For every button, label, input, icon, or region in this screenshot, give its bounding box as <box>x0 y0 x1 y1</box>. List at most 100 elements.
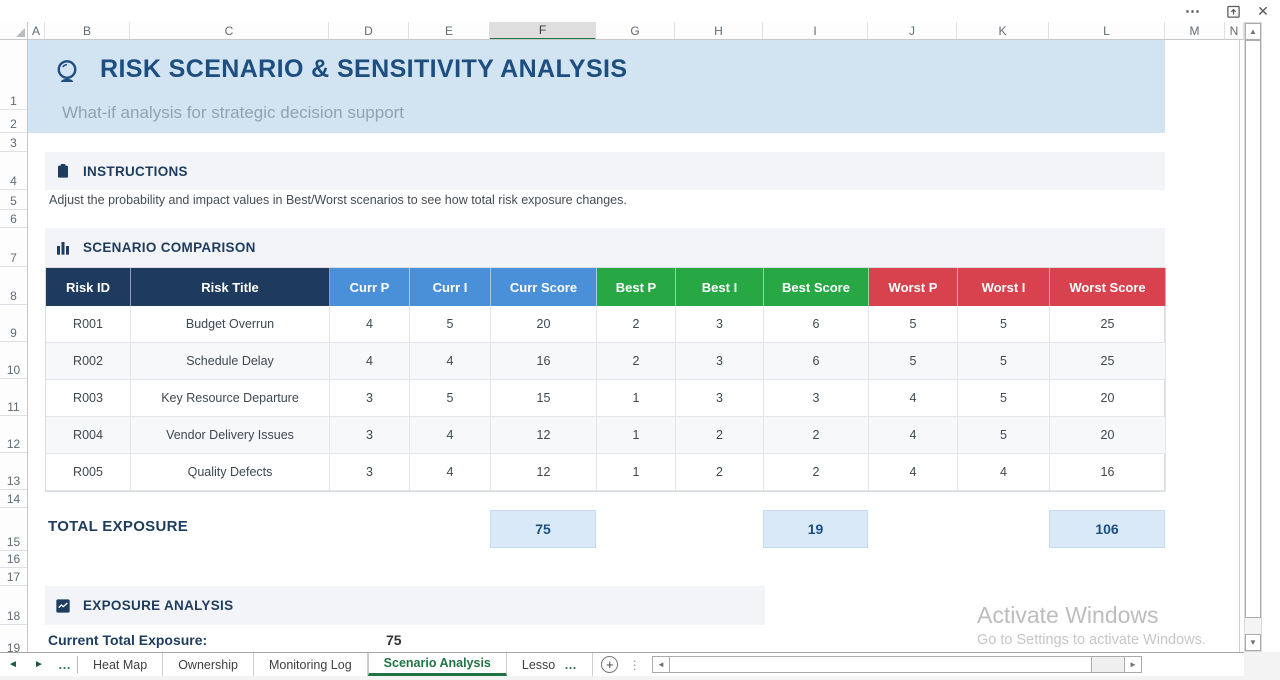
table-cell[interactable]: 4 <box>330 343 410 380</box>
tab-next-icon[interactable]: ► <box>34 659 44 670</box>
table-cell[interactable]: 5 <box>410 306 491 343</box>
table-cell[interactable]: 2 <box>676 417 764 454</box>
table-cell[interactable]: Budget Overrun <box>131 306 330 343</box>
row-header-14[interactable]: 14 <box>0 490 27 508</box>
column-header-E[interactable]: E <box>409 22 490 39</box>
table-cell[interactable]: 2 <box>764 417 869 454</box>
table-cell[interactable]: 2 <box>597 343 676 380</box>
table-cell[interactable]: 3 <box>330 454 410 491</box>
column-header-L[interactable]: L <box>1049 22 1165 39</box>
scroll-down-icon[interactable]: ▼ <box>1245 634 1261 651</box>
table-cell[interactable]: 4 <box>869 417 958 454</box>
table-cell[interactable]: 6 <box>764 343 869 380</box>
table-cell[interactable]: 4 <box>410 454 491 491</box>
table-cell[interactable]: 16 <box>491 343 597 380</box>
tab-overflow-right-icon[interactable]: … <box>564 657 577 672</box>
table-cell[interactable]: 4 <box>958 454 1050 491</box>
table-cell[interactable]: 4 <box>410 343 491 380</box>
table-cell[interactable]: 5 <box>869 343 958 380</box>
table-cell[interactable]: 6 <box>764 306 869 343</box>
table-cell[interactable]: Quality Defects <box>131 454 330 491</box>
table-cell[interactable]: 1 <box>597 380 676 417</box>
table-cell[interactable]: 15 <box>491 380 597 417</box>
row-header-8[interactable]: 8 <box>0 267 27 305</box>
row-header-5[interactable]: 5 <box>0 190 27 210</box>
table-cell[interactable]: 12 <box>491 417 597 454</box>
vertical-scrollbar[interactable]: ▲ ▼ <box>1244 22 1262 652</box>
row-header-4[interactable]: 4 <box>0 152 27 190</box>
table-cell[interactable]: 25 <box>1050 306 1166 343</box>
column-header-G[interactable]: G <box>596 22 675 39</box>
table-cell[interactable]: 5 <box>410 380 491 417</box>
table-cell[interactable]: Key Resource Departure <box>131 380 330 417</box>
horizontal-scrollbar-thumb[interactable] <box>670 657 1092 672</box>
row-header-16[interactable]: 16 <box>0 551 27 568</box>
table-cell[interactable]: 4 <box>869 454 958 491</box>
table-cell[interactable]: 20 <box>1050 417 1166 454</box>
total-worst-cell[interactable]: 106 <box>1049 510 1165 548</box>
table-cell[interactable]: Vendor Delivery Issues <box>131 417 330 454</box>
tab-ownership[interactable]: Ownership <box>163 653 254 676</box>
table-cell[interactable]: R001 <box>46 306 131 343</box>
tab-prev-icon[interactable]: ◄ <box>8 659 18 670</box>
add-sheet-button[interactable]: + <box>593 653 627 676</box>
table-cell[interactable]: 2 <box>676 454 764 491</box>
tab-monitoring-log[interactable]: Monitoring Log <box>254 653 368 676</box>
column-header-J[interactable]: J <box>868 22 957 39</box>
row-header-12[interactable]: 12 <box>0 416 27 453</box>
row-header-13[interactable]: 13 <box>0 453 27 490</box>
tab-scenario-analysis[interactable]: Scenario Analysis <box>367 653 507 676</box>
total-current-cell[interactable]: 75 <box>490 510 596 548</box>
row-header-7[interactable]: 7 <box>0 228 27 267</box>
horizontal-scrollbar-track[interactable] <box>1092 657 1124 672</box>
table-cell[interactable]: 20 <box>491 306 597 343</box>
column-header-N[interactable]: N <box>1225 22 1244 39</box>
popout-icon[interactable] <box>1220 0 1246 22</box>
table-cell[interactable]: 3 <box>764 380 869 417</box>
table-cell[interactable]: 3 <box>676 380 764 417</box>
column-header-A[interactable]: A <box>28 22 45 39</box>
scroll-right-icon[interactable]: ► <box>1124 657 1141 672</box>
table-cell[interactable]: R004 <box>46 417 131 454</box>
column-header-F[interactable]: F <box>490 22 596 39</box>
row-header-11[interactable]: 11 <box>0 379 27 416</box>
row-header-3[interactable]: 3 <box>0 133 27 152</box>
table-cell[interactable]: 5 <box>958 380 1050 417</box>
table-cell[interactable]: 2 <box>597 306 676 343</box>
table-cell[interactable]: R002 <box>46 343 131 380</box>
table-cell[interactable]: R003 <box>46 380 131 417</box>
table-cell[interactable]: 1 <box>597 417 676 454</box>
tab-lesso[interactable]: Lesso… <box>507 653 593 676</box>
close-icon[interactable]: ✕ <box>1257 2 1269 19</box>
table-cell[interactable]: 5 <box>958 306 1050 343</box>
table-cell[interactable]: R005 <box>46 454 131 491</box>
row-header-17[interactable]: 17 <box>0 568 27 586</box>
row-header-15[interactable]: 15 <box>0 508 27 551</box>
row-header-1[interactable]: 1 <box>0 40 27 110</box>
table-cell[interactable]: 4 <box>869 380 958 417</box>
table-cell[interactable]: 5 <box>958 343 1050 380</box>
table-cell[interactable]: 5 <box>869 306 958 343</box>
tab-overflow-left-icon[interactable]: … <box>58 657 71 672</box>
row-header-18[interactable]: 18 <box>0 586 27 625</box>
tab-heat-map[interactable]: Heat Map <box>78 653 164 676</box>
column-header-B[interactable]: B <box>45 22 130 39</box>
horizontal-scrollbar[interactable]: ◄ ► <box>652 656 1142 673</box>
table-cell[interactable]: 25 <box>1050 343 1166 380</box>
select-all-corner[interactable] <box>0 22 28 40</box>
vertical-scrollbar-thumb[interactable] <box>1245 40 1261 618</box>
row-header-2[interactable]: 2 <box>0 110 27 133</box>
table-cell[interactable]: 4 <box>410 417 491 454</box>
table-cell[interactable]: Schedule Delay <box>131 343 330 380</box>
column-header-H[interactable]: H <box>675 22 763 39</box>
scroll-up-icon[interactable]: ▲ <box>1245 23 1261 40</box>
table-cell[interactable]: 12 <box>491 454 597 491</box>
column-header-K[interactable]: K <box>957 22 1049 39</box>
column-header-D[interactable]: D <box>329 22 409 39</box>
more-options-icon[interactable]: ⋯ <box>1185 3 1201 20</box>
table-cell[interactable]: 1 <box>597 454 676 491</box>
table-cell[interactable]: 3 <box>330 380 410 417</box>
table-cell[interactable]: 20 <box>1050 380 1166 417</box>
total-best-cell[interactable]: 19 <box>763 510 868 548</box>
column-header-I[interactable]: I <box>763 22 868 39</box>
